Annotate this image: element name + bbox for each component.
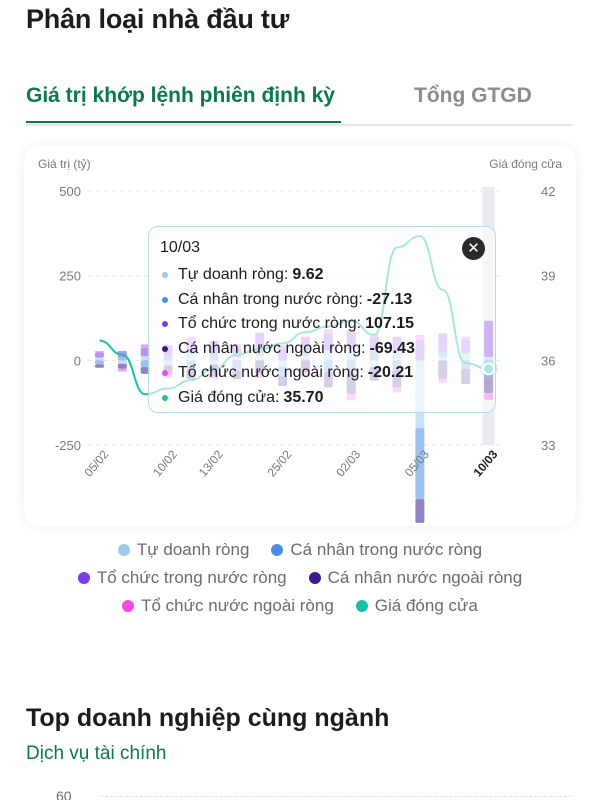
legend-row: Tổ chức trong nước ròng Cá nhân nước ngoà…	[24, 564, 576, 592]
bar-ca_nhan_nuoc_ngoai	[415, 499, 425, 523]
tooltip-value: 107.15	[365, 315, 415, 333]
legend-item-to_chuc_trong_nuoc[interactable]: Tổ chức trong nước ròng	[77, 568, 287, 588]
series-dot-icon	[162, 370, 168, 377]
legend-row: Tự doanh ròng Cá nhân trong nước ròng	[24, 536, 576, 564]
bar-ca_nhan_nuoc_ngoai	[140, 367, 150, 374]
y-left-tick: 500	[59, 184, 81, 199]
tooltip-row-to_chuc_nuoc_ngoai: Tổ chức nước ngoài ròng: -20.21	[162, 361, 415, 386]
legend-dot-icon	[117, 544, 130, 556]
tooltip-label: Giá đóng cửa:	[178, 388, 280, 406]
chart-legend: Tự doanh ròng Cá nhân trong nước ròng Tổ c…	[24, 536, 576, 620]
legend-item-ca_nhan_nuoc_ngoai[interactable]: Cá nhân nước ngoài ròng	[308, 568, 523, 588]
investor-chart-card: Giá trị (tỷ) Giá đóng cửa 500 250 0 -250 42 39 3…	[24, 146, 576, 526]
tooltip-label: Tự doanh ròng:	[178, 266, 289, 284]
legend-dot-icon	[77, 572, 90, 584]
tooltip-row-gia_dong_cua: Giá đóng cửa: 35.70	[162, 386, 415, 411]
tooltip-rows: Tự doanh ròng: 9.62 Cá nhân trong nước ròn…	[162, 263, 415, 410]
y-left-tick: -250	[55, 438, 81, 453]
bar-to_chuc_trong_nuoc	[94, 352, 104, 358]
close-icon[interactable]: ✕	[462, 237, 485, 260]
tab-tong-gtgd[interactable]: Tổng GTGD	[414, 84, 532, 107]
page-title: Phân loại nhà đầu tư	[26, 4, 290, 34]
tooltip-label: Tổ chức trong nước ròng:	[178, 315, 362, 333]
legend-dot-icon	[271, 544, 284, 556]
tooltip-row-ca_nhan_trong_nuoc: Cá nhân trong nước ròng: -27.13	[162, 288, 415, 313]
bar-tu_doanh	[117, 360, 127, 364]
section-subtitle[interactable]: Dịch vụ tài chính	[26, 743, 167, 764]
y-right-tick: 39	[541, 269, 555, 284]
bar-to_chuc_nuoc_ngoai	[94, 350, 104, 353]
series-dot-icon	[162, 272, 168, 279]
series-dot-icon	[162, 345, 168, 352]
tooltip-label: Cá nhân trong nước ròng:	[178, 290, 363, 308]
y-right-tick: 36	[541, 353, 555, 368]
x-tick: 13/02	[196, 447, 226, 479]
tooltip-value: -20.21	[367, 364, 414, 382]
tooltip-label: Tổ chức nước ngoài ròng:	[178, 364, 364, 382]
tab-bar: Giá trị khớp lệnh phiên định kỳ Tổng GTG…	[26, 84, 572, 126]
y-right-tick: 42	[541, 184, 555, 199]
x-tick: 02/03	[333, 447, 363, 479]
bar-ca_nhan_trong_nuoc	[117, 357, 127, 361]
legend-label: Tổ chức nước ngoài ròng	[141, 596, 334, 615]
tab-gia-tri-khop-lenh[interactable]: Giá trị khớp lệnh phiên định kỳ	[26, 84, 341, 123]
bar-ca_nhan_trong_nuoc	[94, 360, 104, 365]
tooltip-value: 35.70	[283, 388, 324, 406]
legend-label: Tổ chức trong nước ròng	[96, 568, 287, 587]
legend-label: Cá nhân nước ngoài ròng	[327, 568, 523, 587]
legend-item-gia_dong_cua[interactable]: Giá đóng cửa	[355, 596, 478, 616]
tooltip-value: -27.13	[366, 290, 413, 308]
bar-tu_doanh	[140, 356, 150, 361]
y-right-tick: 33	[541, 438, 555, 453]
bar-to_chuc_trong_nuoc	[140, 347, 150, 357]
bar-ca_nhan_nuoc_ngoai	[117, 363, 127, 369]
tooltip-row-ca_nhan_nuoc_ngoai: Cá nhân nước ngoài ròng: -69.43	[162, 337, 415, 362]
legend-row: Tổ chức nước ngoài ròng Giá đóng cửa	[24, 592, 576, 620]
legend-item-ca_nhan_trong_nuoc[interactable]: Cá nhân trong nước ròng	[271, 540, 482, 560]
tooltip-row-to_chuc_trong_nuoc: Tổ chức trong nước ròng: 107.15	[162, 312, 415, 337]
tooltip-value: 9.62	[292, 266, 324, 284]
bar-ca_nhan_trong_nuoc	[140, 360, 150, 368]
y-axis-left-title: Giá trị (tỷ)	[38, 157, 91, 171]
bar-ca_nhan_nuoc_ngoai	[94, 364, 104, 368]
bottom-chart-tick: 60	[56, 788, 72, 800]
x-tick: 05/02	[81, 447, 111, 479]
legend-item-to_chuc_nuoc_ngoai[interactable]: Tổ chức nước ngoài ròng	[122, 596, 334, 616]
x-tick: 10/02	[150, 447, 180, 479]
bar-ca_nhan_trong_nuoc	[415, 428, 425, 500]
series-dot-icon	[162, 394, 168, 401]
y-left-tick: 0	[74, 353, 81, 368]
legend-dot-icon	[122, 600, 135, 612]
legend-dot-icon	[355, 600, 368, 612]
y-left-tick: 250	[59, 269, 81, 284]
bar-tu_doanh	[94, 357, 104, 361]
legend-dot-icon	[308, 572, 321, 584]
section-title: Top doanh nghiệp cùng ngành	[26, 704, 390, 732]
bar-to_chuc_nuoc_ngoai	[117, 368, 127, 372]
tooltip-row-tu_doanh: Tự doanh ròng: 9.62	[162, 263, 415, 288]
tooltip-value: -69.43	[369, 339, 415, 357]
legend-label: Tự doanh ròng	[136, 540, 250, 559]
tooltip-label: Cá nhân nước ngoài ròng:	[178, 339, 366, 357]
x-tick: 10/03	[470, 447, 500, 479]
y-axis-right-title: Giá đóng cửa	[489, 157, 562, 171]
bar-to_chuc_nuoc_ngoai	[140, 344, 150, 348]
series-dot-icon	[162, 296, 168, 303]
chart-tooltip: 10/03 ✕ Tự doanh ròng: 9.62 Cá nhân trong …	[148, 226, 496, 413]
series-dot-icon	[162, 321, 168, 328]
x-tick: 25/02	[264, 447, 294, 479]
tooltip-date: 10/03	[160, 239, 201, 256]
legend-label: Cá nhân trong nước ròng	[290, 540, 483, 559]
legend-item-tu_doanh[interactable]: Tự doanh ròng	[117, 540, 250, 560]
bottom-chart-gridline	[100, 796, 572, 797]
legend-label: Giá đóng cửa	[374, 596, 478, 615]
